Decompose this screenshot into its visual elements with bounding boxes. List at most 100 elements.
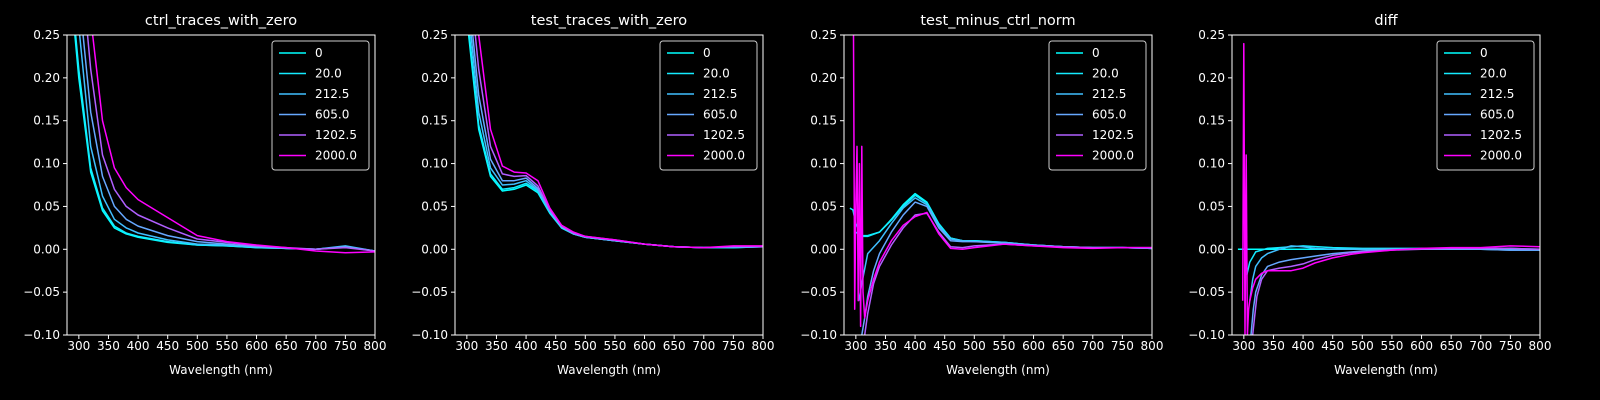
series-group	[849, 35, 1152, 335]
x-tick-label: 650	[1052, 339, 1075, 353]
legend-label: 0	[315, 46, 323, 60]
y-tick-label: −0.10	[1188, 328, 1225, 342]
chart-panel-4: 300 350 400 450 500 550 600 650 700 750 800 −0.10 −0…	[1188, 13, 1551, 377]
chart-title: diff	[1374, 13, 1398, 29]
x-tick-label: 350	[874, 339, 897, 353]
series-line-2000.0	[477, 35, 763, 249]
y-tick-label: 0.25	[1198, 28, 1225, 42]
series-line-605.0	[1250, 248, 1540, 335]
legend-label: 20.0	[1092, 67, 1119, 81]
y-tick-label: −0.05	[411, 285, 448, 299]
series-line-2000.0	[852, 35, 1152, 328]
legend-label: 2000.0	[1480, 149, 1522, 163]
x-tick-label: 400	[904, 339, 927, 353]
y-tick-label: 0.10	[810, 157, 837, 171]
legend: 0 20.0 212.5 605.0 1202.5 2000.0	[1048, 40, 1147, 171]
legend-label: 605.0	[315, 108, 349, 122]
x-tick-label: 800	[364, 339, 387, 353]
x-tick-label: 700	[304, 339, 327, 353]
x-tick-label: 750	[1499, 339, 1522, 353]
x-axis-label: Wavelength (nm)	[557, 363, 661, 377]
x-tick-label: 650	[1440, 339, 1463, 353]
x-tick-label: 300	[455, 339, 478, 353]
y-tick-label: 0.05	[33, 199, 60, 213]
y-tick-label: −0.05	[1188, 285, 1225, 299]
legend-label: 2000.0	[315, 149, 357, 163]
legend-label: 0	[703, 46, 711, 60]
y-tick-label: −0.05	[23, 285, 60, 299]
chart-panel-1: 300 350 400 450 500 550 600 650 700 750 800 −0.10 −0…	[23, 13, 387, 377]
axes-frame	[1231, 34, 1541, 336]
y-tick-label: 0.10	[1198, 157, 1225, 171]
x-tick-label: 750	[334, 339, 357, 353]
y-tick-label: 0.25	[33, 28, 60, 42]
legend-label: 0	[1092, 46, 1100, 60]
legend: 0 20.0 212.5 605.0 1202.5 2000.0	[659, 40, 758, 171]
legend-label: 212.5	[703, 87, 737, 101]
y-tick-label: 0.15	[421, 114, 448, 128]
y-tick-label: 0.00	[1198, 242, 1225, 256]
series-group	[74, 35, 375, 254]
x-tick-label: 350	[1262, 339, 1285, 353]
legend-label: 20.0	[315, 67, 342, 81]
x-tick-label: 600	[245, 339, 268, 353]
y-tick-label: −0.10	[411, 328, 448, 342]
x-tick-label: 400	[1292, 339, 1315, 353]
series-line-2000.0	[91, 35, 375, 254]
x-tick-label: 500	[574, 339, 597, 353]
series-group	[467, 35, 763, 249]
x-tick-label: 300	[844, 339, 867, 353]
y-tick-label: 0.20	[810, 71, 837, 85]
legend-label: 605.0	[1092, 108, 1126, 122]
y-tick-label: 0.20	[421, 71, 448, 85]
y-tick-label: 0.05	[421, 199, 448, 213]
legend: 0 20.0 212.5 605.0 1202.5 2000.0	[1436, 40, 1535, 171]
x-tick-label: 700	[1469, 339, 1492, 353]
series-line-1202.5	[1251, 247, 1540, 335]
x-tick-label: 650	[275, 339, 298, 353]
legend-label: 212.5	[1092, 87, 1126, 101]
x-tick-label: 450	[933, 339, 956, 353]
y-tick-label: 0.25	[810, 28, 837, 42]
legend-label: 1202.5	[703, 128, 745, 142]
x-tick-label: 500	[1351, 339, 1374, 353]
x-axis-label: Wavelength (nm)	[1334, 363, 1438, 377]
x-tick-label: 350	[485, 339, 508, 353]
x-tick-label: 800	[752, 339, 775, 353]
series-group	[1237, 42, 1540, 335]
x-tick-label: 800	[1141, 339, 1164, 353]
legend-label: 20.0	[703, 67, 730, 81]
chart-panel-2: 300 350 400 450 500 550 600 650 700 750 800 −0.10 −0…	[411, 13, 775, 377]
y-tick-label: 0.15	[810, 114, 837, 128]
x-tick-label: 500	[186, 339, 209, 353]
chart-title: test_traces_with_zero	[531, 13, 688, 29]
chart-title: ctrl_traces_with_zero	[145, 13, 297, 29]
y-tick-label: 0.10	[33, 157, 60, 171]
x-tick-label: 650	[663, 339, 686, 353]
legend: 0 20.0 212.5 605.0 1202.5 2000.0	[271, 40, 370, 171]
y-tick-label: 0.05	[810, 199, 837, 213]
x-tick-label: 300	[67, 339, 90, 353]
x-axis-label: Wavelength (nm)	[946, 363, 1050, 377]
axes-frame	[454, 34, 764, 336]
legend-label: 212.5	[315, 87, 349, 101]
y-tick-label: 0.00	[421, 242, 448, 256]
x-tick-label: 500	[963, 339, 986, 353]
y-tick-label: 0.00	[810, 242, 837, 256]
legend-label: 605.0	[1480, 108, 1514, 122]
chart-panel-3: 300 350 400 450 500 550 600 650 700 750 800 −0.10 −0…	[800, 13, 1163, 377]
y-tick-label: 0.05	[1198, 199, 1225, 213]
x-tick-label: 550	[1380, 339, 1403, 353]
axes-frame	[66, 34, 376, 336]
x-tick-label: 550	[603, 339, 626, 353]
x-tick-label: 450	[1321, 339, 1344, 353]
x-tick-label: 300	[1232, 339, 1255, 353]
y-tick-label: −0.05	[800, 285, 837, 299]
x-tick-label: 600	[633, 339, 656, 353]
y-tick-label: −0.10	[23, 328, 60, 342]
axes-frame	[843, 34, 1153, 336]
y-tick-label: 0.15	[1198, 114, 1225, 128]
y-tick-label: 0.10	[421, 157, 448, 171]
y-tick-label: 0.00	[33, 242, 60, 256]
legend-label: 20.0	[1480, 67, 1507, 81]
